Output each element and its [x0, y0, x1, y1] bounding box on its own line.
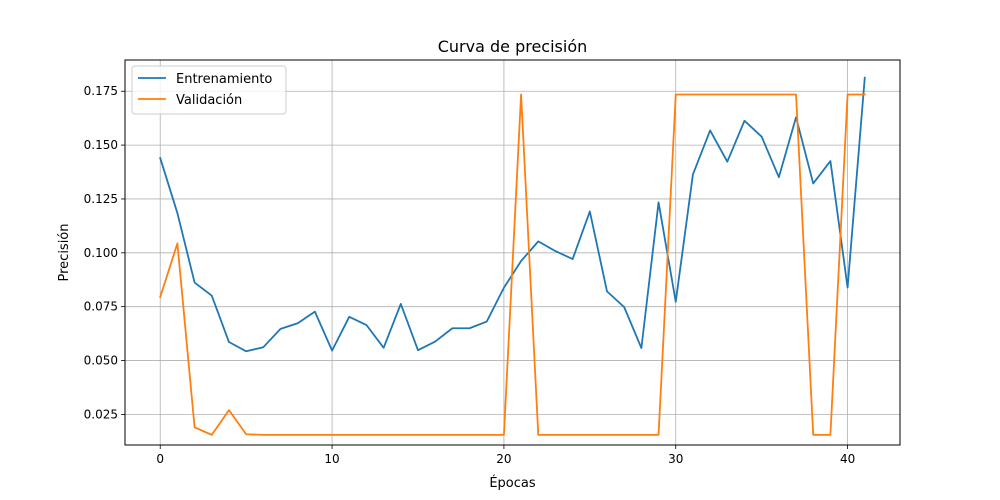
- series-lines: [159, 76, 866, 436]
- y-tick-label: 0.075: [84, 300, 118, 314]
- x-tick-label: 30: [668, 452, 683, 466]
- x-tick-label: 0: [156, 452, 164, 466]
- grid: [125, 60, 900, 445]
- chart-title: Curva de precisión: [438, 37, 588, 56]
- x-tick-label: 40: [840, 452, 855, 466]
- y-axis-label: Precisión: [57, 223, 72, 281]
- legend-box: [131, 65, 287, 115]
- x-tick-label: 20: [496, 452, 511, 466]
- legend-entry: Validación: [176, 93, 242, 108]
- y-tick-label: 0.025: [84, 407, 118, 421]
- x-tick-label: 10: [324, 452, 339, 466]
- legend: Entrenamiento Validación: [131, 65, 287, 115]
- x-axis-ticks: 0 10 20 30 40: [156, 445, 855, 466]
- y-axis-ticks: 0.025 0.050 0.075 0.100 0.125 0.150 0.175: [84, 84, 125, 421]
- series-line-validacion: [159, 93, 866, 436]
- y-tick-label: 0.150: [84, 138, 118, 152]
- y-tick-label: 0.050: [84, 354, 118, 368]
- y-tick-label: 0.125: [84, 192, 118, 206]
- x-axis-label: Épocas: [489, 475, 536, 491]
- y-tick-label: 0.100: [84, 246, 118, 260]
- y-tick-label: 0.175: [84, 84, 118, 98]
- legend-entry: Entrenamiento: [176, 72, 272, 87]
